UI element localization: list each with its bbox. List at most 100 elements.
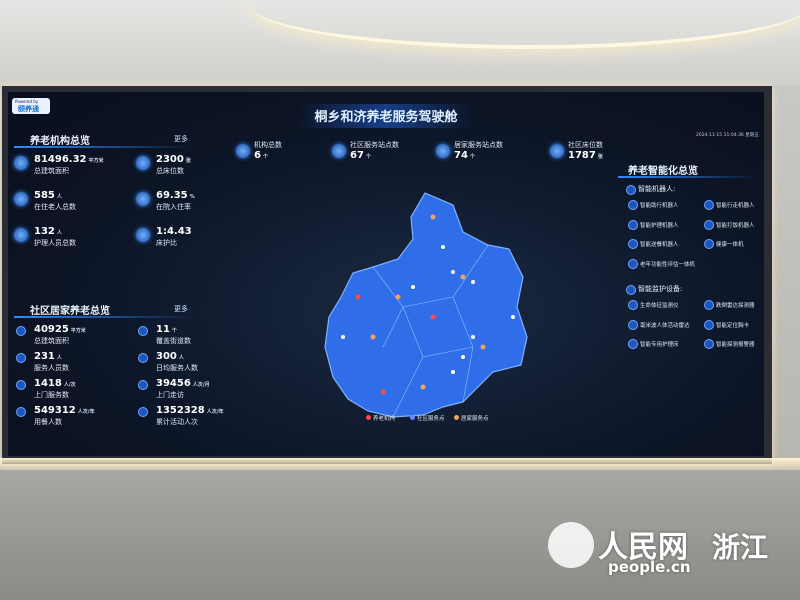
stat-label: 护理人员总数 [34, 239, 76, 247]
stat-unit: 人次/年 [77, 409, 95, 415]
item-icon [628, 200, 638, 210]
device-item: 智能打饭机器人 [716, 222, 755, 229]
stat-value: 132 人 [34, 226, 62, 237]
item-icon [628, 219, 638, 230]
top-stat-value: 67 个 [350, 150, 371, 161]
device-item: 毫米波人体活动雷达 [640, 322, 690, 329]
stat-icon [14, 228, 28, 242]
device-item: 智能护理机器人 [640, 222, 679, 229]
top-stat-label: 社区床位数 [568, 141, 603, 149]
panel-underline [618, 176, 758, 178]
stat-label: 在住老人总数 [34, 203, 76, 211]
device-item: 智能探测报警器 [716, 342, 755, 348]
stat-icon [14, 156, 28, 170]
watermark-site: people.cn [608, 558, 691, 576]
item-icon [704, 200, 714, 210]
item-icon [628, 339, 638, 349]
top-stat-unit: 个 [262, 154, 268, 160]
panel-title: 养老机构总览 [30, 136, 90, 147]
device-item: 智能行走机器人 [716, 203, 755, 209]
top-stat-icon [436, 144, 450, 158]
stat-value: 1418 人/次 [34, 378, 76, 389]
dashboard-title: 桐乡和济养老服务驾驶舱 [314, 110, 458, 125]
top-stat-label: 机构总数 [254, 141, 282, 149]
more-link[interactable]: 更多 [174, 305, 188, 313]
panel-title: 养老智能化总览 [628, 166, 698, 177]
stat-icon [16, 326, 26, 336]
stat-icon [16, 353, 26, 363]
stat-value: 2300 张 [156, 154, 191, 165]
device-item: 生命体征监测仪 [640, 303, 679, 309]
stat-unit: 人 [56, 194, 62, 200]
map [324, 192, 528, 418]
stat-unit: 人次/年 [206, 409, 224, 415]
stat-unit: 人 [178, 355, 184, 361]
panel-underline [14, 316, 194, 318]
stat-icon [136, 156, 150, 170]
stat-value: 231 人 [34, 351, 62, 362]
legend-swatch [366, 415, 371, 420]
brand-name: 颐养通 [18, 105, 39, 113]
device-item: 智能助行机器人 [640, 203, 679, 209]
stat-icon [136, 228, 150, 242]
region-shape [324, 192, 528, 418]
legend-label: 养老机构 [373, 416, 396, 422]
stat-value: 300 人 [156, 351, 184, 362]
stat-unit: 张 [185, 158, 191, 164]
stat-icon [138, 326, 148, 336]
title-plate [298, 104, 474, 128]
stat-value: 1352328 人次/年 [156, 405, 224, 416]
stat-label: 总建筑面积 [34, 167, 69, 175]
device-item: 智能专用护理床 [640, 342, 679, 348]
stat-icon [16, 407, 26, 417]
top-stat-label: 社区服务站点数 [350, 141, 399, 149]
stat-label: 床护比 [156, 239, 177, 247]
item-icon [628, 258, 638, 269]
group-marker [626, 185, 636, 195]
stat-value: 40925 平方米 [34, 324, 86, 335]
item-icon [704, 339, 714, 349]
map-points [341, 214, 515, 395]
item-icon [704, 300, 714, 310]
stat-icon [16, 380, 26, 390]
stat-unit: 人/次 [63, 382, 76, 388]
timestamp: 2024-11-15 11:04:36 星期五 [696, 133, 759, 138]
stat-unit: 人次/月 [192, 382, 210, 388]
brand-caption: Powered by [15, 99, 39, 104]
item-icon [704, 319, 714, 330]
top-stat-label: 居家服务站点数 [454, 141, 503, 149]
stat-icon [138, 407, 148, 417]
group-marker [626, 285, 636, 295]
legend-swatch [454, 415, 459, 420]
floor [0, 470, 800, 600]
stat-label: 日均服务人数 [156, 364, 198, 372]
stat-icon [136, 192, 150, 206]
stat-unit: 平方米 [70, 328, 86, 334]
device-item: 智能定位胸卡 [716, 322, 750, 329]
top-stat-icon [236, 144, 250, 158]
top-stat-value: 1787 张 [568, 150, 603, 161]
watermark-region: 浙江 [712, 531, 769, 564]
stat-label: 上门服务数 [34, 391, 69, 399]
legend-label: 居家服务点 [461, 416, 489, 422]
stat-unit: 人 [56, 230, 62, 236]
stat-label: 在院入住率 [156, 203, 191, 211]
legend-label: 社区服务点 [417, 416, 445, 422]
stat-label: 上门走访 [156, 391, 184, 399]
stat-label: 服务人员数 [34, 364, 69, 372]
stat-label: 累计活动人次 [156, 418, 198, 426]
stat-value: 549312 人次/年 [34, 405, 95, 416]
group-title: 智能监护设备: [638, 285, 683, 293]
item-icon [628, 319, 638, 330]
stat-label: 用餐人数 [34, 418, 62, 426]
item-icon [704, 239, 714, 249]
top-stat-unit: 个 [469, 154, 475, 160]
stat-value: 585 人 [34, 190, 62, 201]
more-link[interactable]: 更多 [174, 135, 188, 143]
device-item: 跌倒雷达探测器 [716, 303, 755, 309]
top-stat-unit: 张 [597, 154, 603, 160]
stat-icon [14, 192, 28, 206]
stat-value: 11 个 [156, 324, 177, 335]
